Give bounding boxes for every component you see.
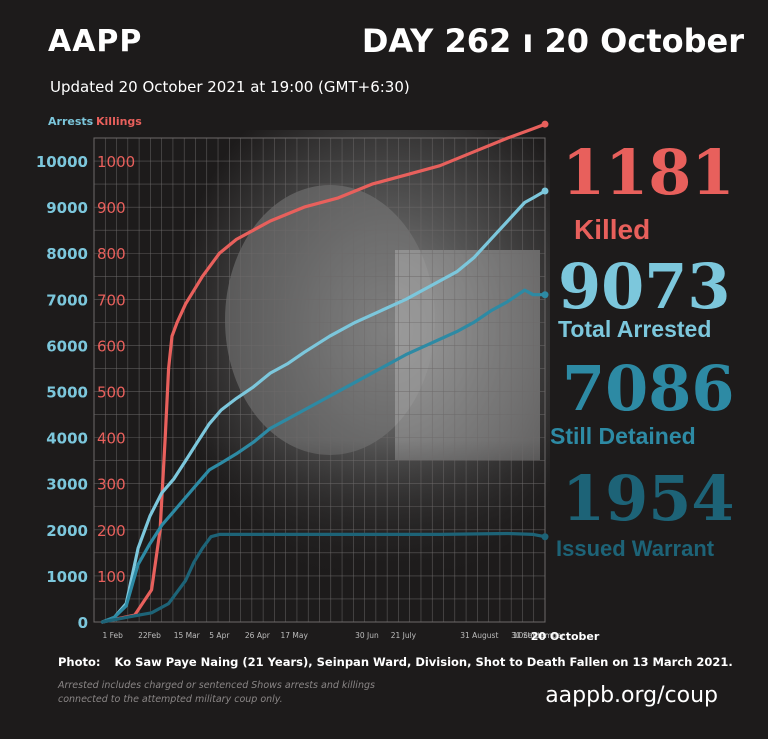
arrests-axis: 0 1000 2000 3000 4000 5000 6000 7000 8000 9000 100… bbox=[36, 153, 88, 632]
killings-tick-label: 400 bbox=[97, 430, 126, 448]
killings-tick-label: 500 bbox=[97, 384, 126, 402]
arrested-label: Total Arrested bbox=[558, 316, 712, 342]
series-killings-endpoint bbox=[541, 120, 549, 128]
killed-count: 1181 bbox=[562, 136, 735, 209]
date-tick-label: 15 Mar bbox=[174, 631, 201, 640]
date-tick-label: 1 Feb bbox=[102, 631, 123, 640]
date-tick-label: 30 September bbox=[511, 631, 565, 640]
series-issued-warrant-endpoint bbox=[541, 533, 549, 541]
footnote: Arrested includes charged or sentenced S… bbox=[58, 680, 375, 705]
date-tick-label: 5 Apr bbox=[209, 631, 230, 640]
date-tick-label: 30 Jun bbox=[355, 631, 379, 640]
arrests-tick-label: 9000 bbox=[46, 199, 88, 217]
arrests-tick-label: 7000 bbox=[46, 291, 88, 309]
killings-tick-label: 300 bbox=[97, 476, 126, 494]
photo-caption: Photo: Ko Saw Paye Naing (21 Years), Sein… bbox=[58, 655, 733, 669]
website-link[interactable]: aappb.org/coup bbox=[545, 683, 718, 708]
date-tick-label: 20 October bbox=[531, 630, 600, 643]
series-killings-line bbox=[100, 122, 547, 624]
photo-caption-label: Photo: bbox=[58, 655, 101, 669]
arrests-tick-label: 6000 bbox=[46, 337, 88, 355]
killings-tick-label: 800 bbox=[97, 245, 126, 263]
arrests-tick-label: 8000 bbox=[46, 245, 88, 263]
aapp-logo: AAPP bbox=[48, 24, 143, 59]
arrests-tick-label: 3000 bbox=[46, 476, 88, 494]
killed-label: Killed bbox=[574, 214, 651, 245]
series-arrests-endpoint bbox=[541, 187, 549, 195]
killings-tick-label: 600 bbox=[97, 337, 126, 355]
series-still-detained-line bbox=[100, 288, 547, 624]
arrests-tick-label: 10000 bbox=[36, 153, 88, 171]
date-tick-label: 31 August bbox=[460, 631, 498, 640]
killings-tick-label: 1000 bbox=[97, 153, 135, 171]
background-photo bbox=[190, 130, 550, 580]
killings-tick-label: 900 bbox=[97, 199, 126, 217]
date-tick-label: 22Feb bbox=[138, 631, 161, 640]
arrests-tick-label: 4000 bbox=[46, 430, 88, 448]
killings-tick-label: 700 bbox=[97, 291, 126, 309]
detained-count: 7086 bbox=[562, 352, 735, 425]
chart-grid bbox=[93, 137, 546, 623]
arrests-tick-label: 1000 bbox=[46, 568, 88, 586]
killings-axis: 100 200 300 400 500 600 700 800 900 1000 bbox=[97, 153, 135, 586]
date-tick-label: 21 July bbox=[391, 631, 417, 640]
date-tick-label: 1October bbox=[513, 631, 549, 640]
killings-tick-label: 100 bbox=[97, 568, 126, 586]
series-still-detained-endpoint bbox=[541, 291, 549, 299]
killings-tick-label: 200 bbox=[97, 522, 126, 540]
detained-label: Still Detained bbox=[550, 423, 696, 449]
arrests-axis-label: Arrests bbox=[48, 115, 94, 128]
warrant-count: 1954 bbox=[562, 462, 735, 535]
chart-series bbox=[100, 120, 549, 624]
arrested-count: 9073 bbox=[558, 250, 731, 323]
arrests-tick-label: 0 bbox=[78, 614, 88, 632]
date-axis: 1 Feb 22Feb 15 Mar 5 Apr 26 Apr 17 May 30 Jun 2… bbox=[102, 630, 599, 643]
date-tick-label: 17 May bbox=[281, 631, 309, 640]
killings-axis-label: Killings bbox=[96, 115, 142, 128]
day-counter: DAY 262 ı 20 October bbox=[361, 22, 744, 60]
date-tick-label: 26 Apr bbox=[245, 631, 271, 640]
arrests-tick-label: 2000 bbox=[46, 522, 88, 540]
photo-caption-text: Ko Saw Paye Naing (21 Years), Seinpan Wa… bbox=[114, 655, 733, 669]
series-issued-warrant-line bbox=[100, 531, 547, 624]
arrests-tick-label: 5000 bbox=[46, 384, 88, 402]
series-arrests-line bbox=[100, 189, 547, 624]
updated-timestamp: Updated 20 October 2021 at 19:00 (GMT+6:… bbox=[50, 78, 410, 96]
warrant-label: Issued Warrant bbox=[556, 536, 715, 561]
